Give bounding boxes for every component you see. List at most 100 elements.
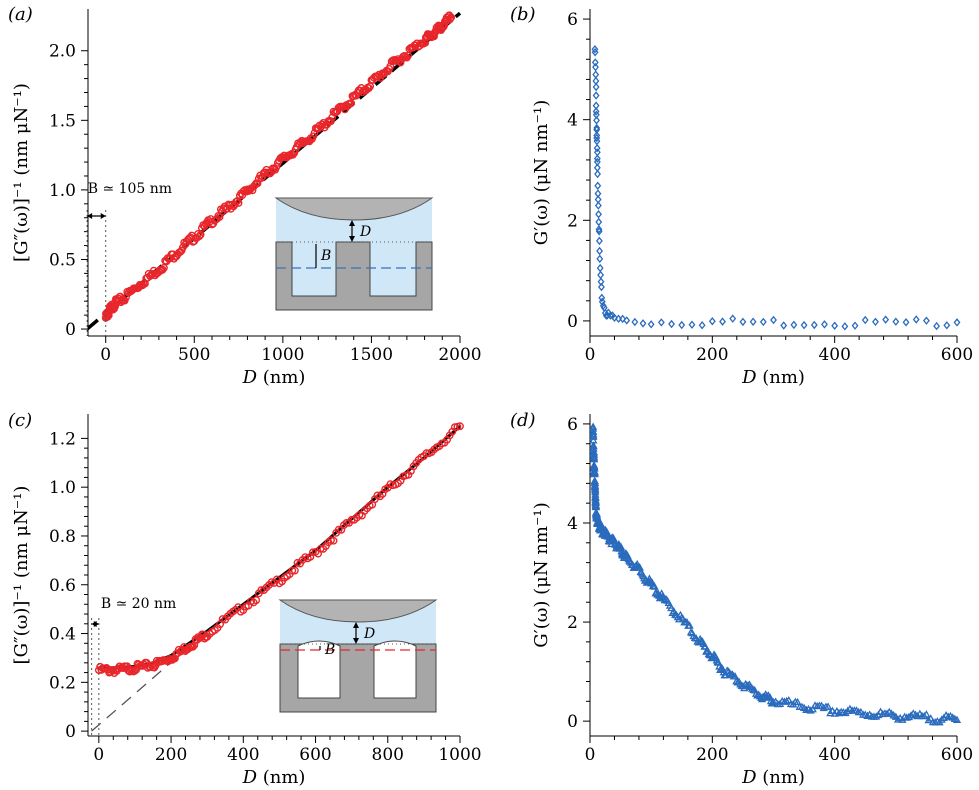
data-point — [668, 319, 675, 329]
data-point — [667, 603, 676, 612]
y-tick-label: 0.5 — [49, 250, 76, 270]
data-point — [597, 282, 605, 292]
data-point — [595, 236, 603, 246]
arrow-head — [353, 622, 359, 628]
y-tick-label: 0 — [65, 320, 76, 340]
y-tick-label: 1.0 — [49, 181, 76, 201]
y-tick-label: 2 — [567, 613, 578, 633]
x-tick-label: 400 — [227, 745, 259, 765]
arrow-head — [353, 638, 359, 644]
y-tick-label: 2 — [567, 211, 578, 231]
inset-schematic: DB — [274, 197, 434, 311]
data-point — [810, 320, 818, 330]
x-axis-label-var: D — [242, 767, 258, 788]
data-point — [790, 320, 798, 330]
b-annotation: B ≃ 20 nm — [101, 596, 176, 612]
data-point — [596, 263, 604, 273]
x-tick-label: 1500 — [350, 345, 393, 365]
data-point — [214, 211, 223, 220]
data-point — [639, 319, 647, 328]
data-point — [619, 314, 627, 324]
data-point — [591, 45, 599, 54]
x-axis-label: D (nm) — [741, 767, 805, 788]
x-tick-label: 200 — [155, 745, 187, 765]
data-point — [595, 225, 603, 234]
x-axis-label-var: D — [242, 367, 258, 388]
x-axis-label-var: D — [741, 767, 757, 788]
x-axis-label: D (nm) — [242, 367, 306, 388]
data-point — [590, 469, 599, 478]
x-tick-label: 2000 — [438, 345, 481, 365]
data-point — [841, 322, 849, 331]
data-point — [593, 133, 601, 143]
data-point — [603, 529, 613, 538]
data-point — [611, 313, 618, 323]
y-tick-label: 6 — [567, 10, 578, 30]
panel-label: (c) — [8, 410, 32, 431]
panel-label: (d) — [510, 410, 536, 431]
data-point — [592, 107, 600, 116]
data-point — [831, 321, 839, 330]
data-point — [596, 254, 604, 264]
y-tick-label: 0.2 — [49, 673, 76, 693]
data-point — [290, 566, 299, 575]
data-point — [252, 596, 261, 605]
sphere-surface — [278, 599, 438, 623]
data-point — [729, 314, 737, 323]
data-point — [882, 315, 890, 324]
data-point — [902, 318, 910, 327]
data-point — [800, 320, 808, 330]
data-point — [592, 91, 600, 100]
x-tick-label: 400 — [818, 745, 850, 765]
data-point — [708, 316, 716, 326]
y-tick-label: 6 — [567, 415, 578, 435]
data-point — [650, 582, 659, 590]
arrow-head — [93, 621, 99, 627]
data-point — [189, 642, 197, 651]
data-point — [882, 709, 892, 717]
x-tick-label: 1000 — [261, 345, 304, 365]
data-point — [593, 154, 601, 163]
x-tick-label: 0 — [585, 345, 596, 365]
y-axis-label: G′(ω) (μN nm⁻¹) — [531, 502, 552, 648]
y-tick-label: 2.0 — [49, 42, 76, 62]
data-point — [851, 321, 859, 330]
data-point — [288, 566, 297, 575]
data-point — [922, 316, 930, 325]
plot-area — [590, 422, 962, 726]
x-axis-label-var: D — [741, 367, 757, 388]
sphere-surface — [274, 197, 434, 221]
x-tick-label: 0 — [100, 345, 111, 365]
data-point — [953, 318, 961, 327]
data-point — [456, 422, 464, 431]
data-point — [593, 116, 600, 125]
data-point — [780, 321, 788, 330]
data-point — [595, 217, 603, 227]
y-tick-label: 1.0 — [49, 478, 76, 498]
data-point — [759, 317, 767, 327]
data-point — [782, 696, 791, 705]
data-point — [806, 706, 815, 714]
data-point — [591, 48, 599, 57]
y-tick-label: 0 — [65, 722, 76, 742]
substrate — [275, 241, 433, 311]
data-point — [937, 715, 946, 723]
x-tick-label: 500 — [178, 345, 210, 365]
data-point — [631, 317, 639, 327]
inset-label-d: D — [363, 626, 375, 642]
data-point — [678, 320, 686, 330]
data-point — [598, 297, 606, 306]
data-point — [719, 317, 726, 326]
y-axis-label: G′(ω) (μN nm⁻¹) — [531, 100, 552, 246]
y-tick-label: 4 — [567, 111, 578, 131]
data-point — [195, 232, 204, 241]
data-point — [872, 712, 881, 720]
data-point — [904, 712, 914, 721]
data-point — [592, 70, 600, 79]
data-point — [596, 246, 604, 256]
data-point — [802, 705, 811, 713]
b-annotation: B ≃ 105 nm — [88, 181, 172, 197]
data-point — [920, 711, 929, 720]
y-tick-label: 0.4 — [49, 625, 76, 645]
x-tick-label: 800 — [372, 745, 404, 765]
